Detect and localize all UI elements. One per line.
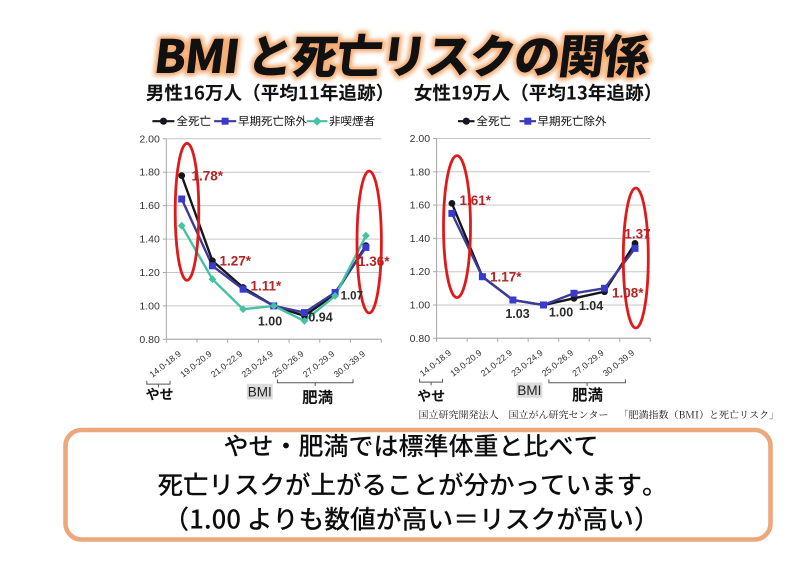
svg-text:0.80: 0.80 (410, 333, 431, 345)
svg-text:1.03: 1.03 (505, 307, 529, 321)
svg-text:1.00: 1.00 (139, 300, 160, 312)
svg-text:1.80: 1.80 (139, 167, 160, 179)
svg-text:1.00: 1.00 (258, 315, 282, 329)
svg-text:1.61*: 1.61* (460, 193, 492, 208)
svg-text:1.07: 1.07 (341, 290, 363, 302)
svg-text:1.40: 1.40 (410, 233, 431, 245)
svg-text:0.94: 0.94 (308, 310, 332, 324)
svg-text:1.40: 1.40 (139, 234, 160, 246)
svg-text:1.60: 1.60 (410, 200, 431, 212)
svg-text:1.04: 1.04 (579, 299, 603, 313)
svg-text:1.08*: 1.08* (612, 286, 644, 301)
svg-text:1.36*: 1.36* (358, 254, 390, 269)
svg-text:1.00: 1.00 (549, 306, 573, 320)
svg-text:2.00: 2.00 (139, 133, 160, 145)
svg-text:BMI: BMI (248, 385, 272, 400)
svg-text:0.80: 0.80 (139, 334, 160, 346)
svg-text:1.27*: 1.27* (220, 254, 252, 269)
svg-text:1.20: 1.20 (139, 267, 160, 279)
svg-text:1.60: 1.60 (139, 200, 160, 212)
svg-text:1.20: 1.20 (410, 266, 431, 278)
svg-text:1.37: 1.37 (624, 227, 650, 242)
svg-text:1.17*: 1.17* (490, 270, 522, 285)
svg-text:1.00: 1.00 (410, 300, 431, 312)
svg-text:1.80: 1.80 (410, 166, 431, 178)
svg-text:BMI: BMI (517, 383, 541, 398)
svg-text:2.00: 2.00 (410, 133, 431, 145)
svg-text:1.11*: 1.11* (251, 279, 283, 294)
svg-text:1.78*: 1.78* (192, 169, 224, 184)
